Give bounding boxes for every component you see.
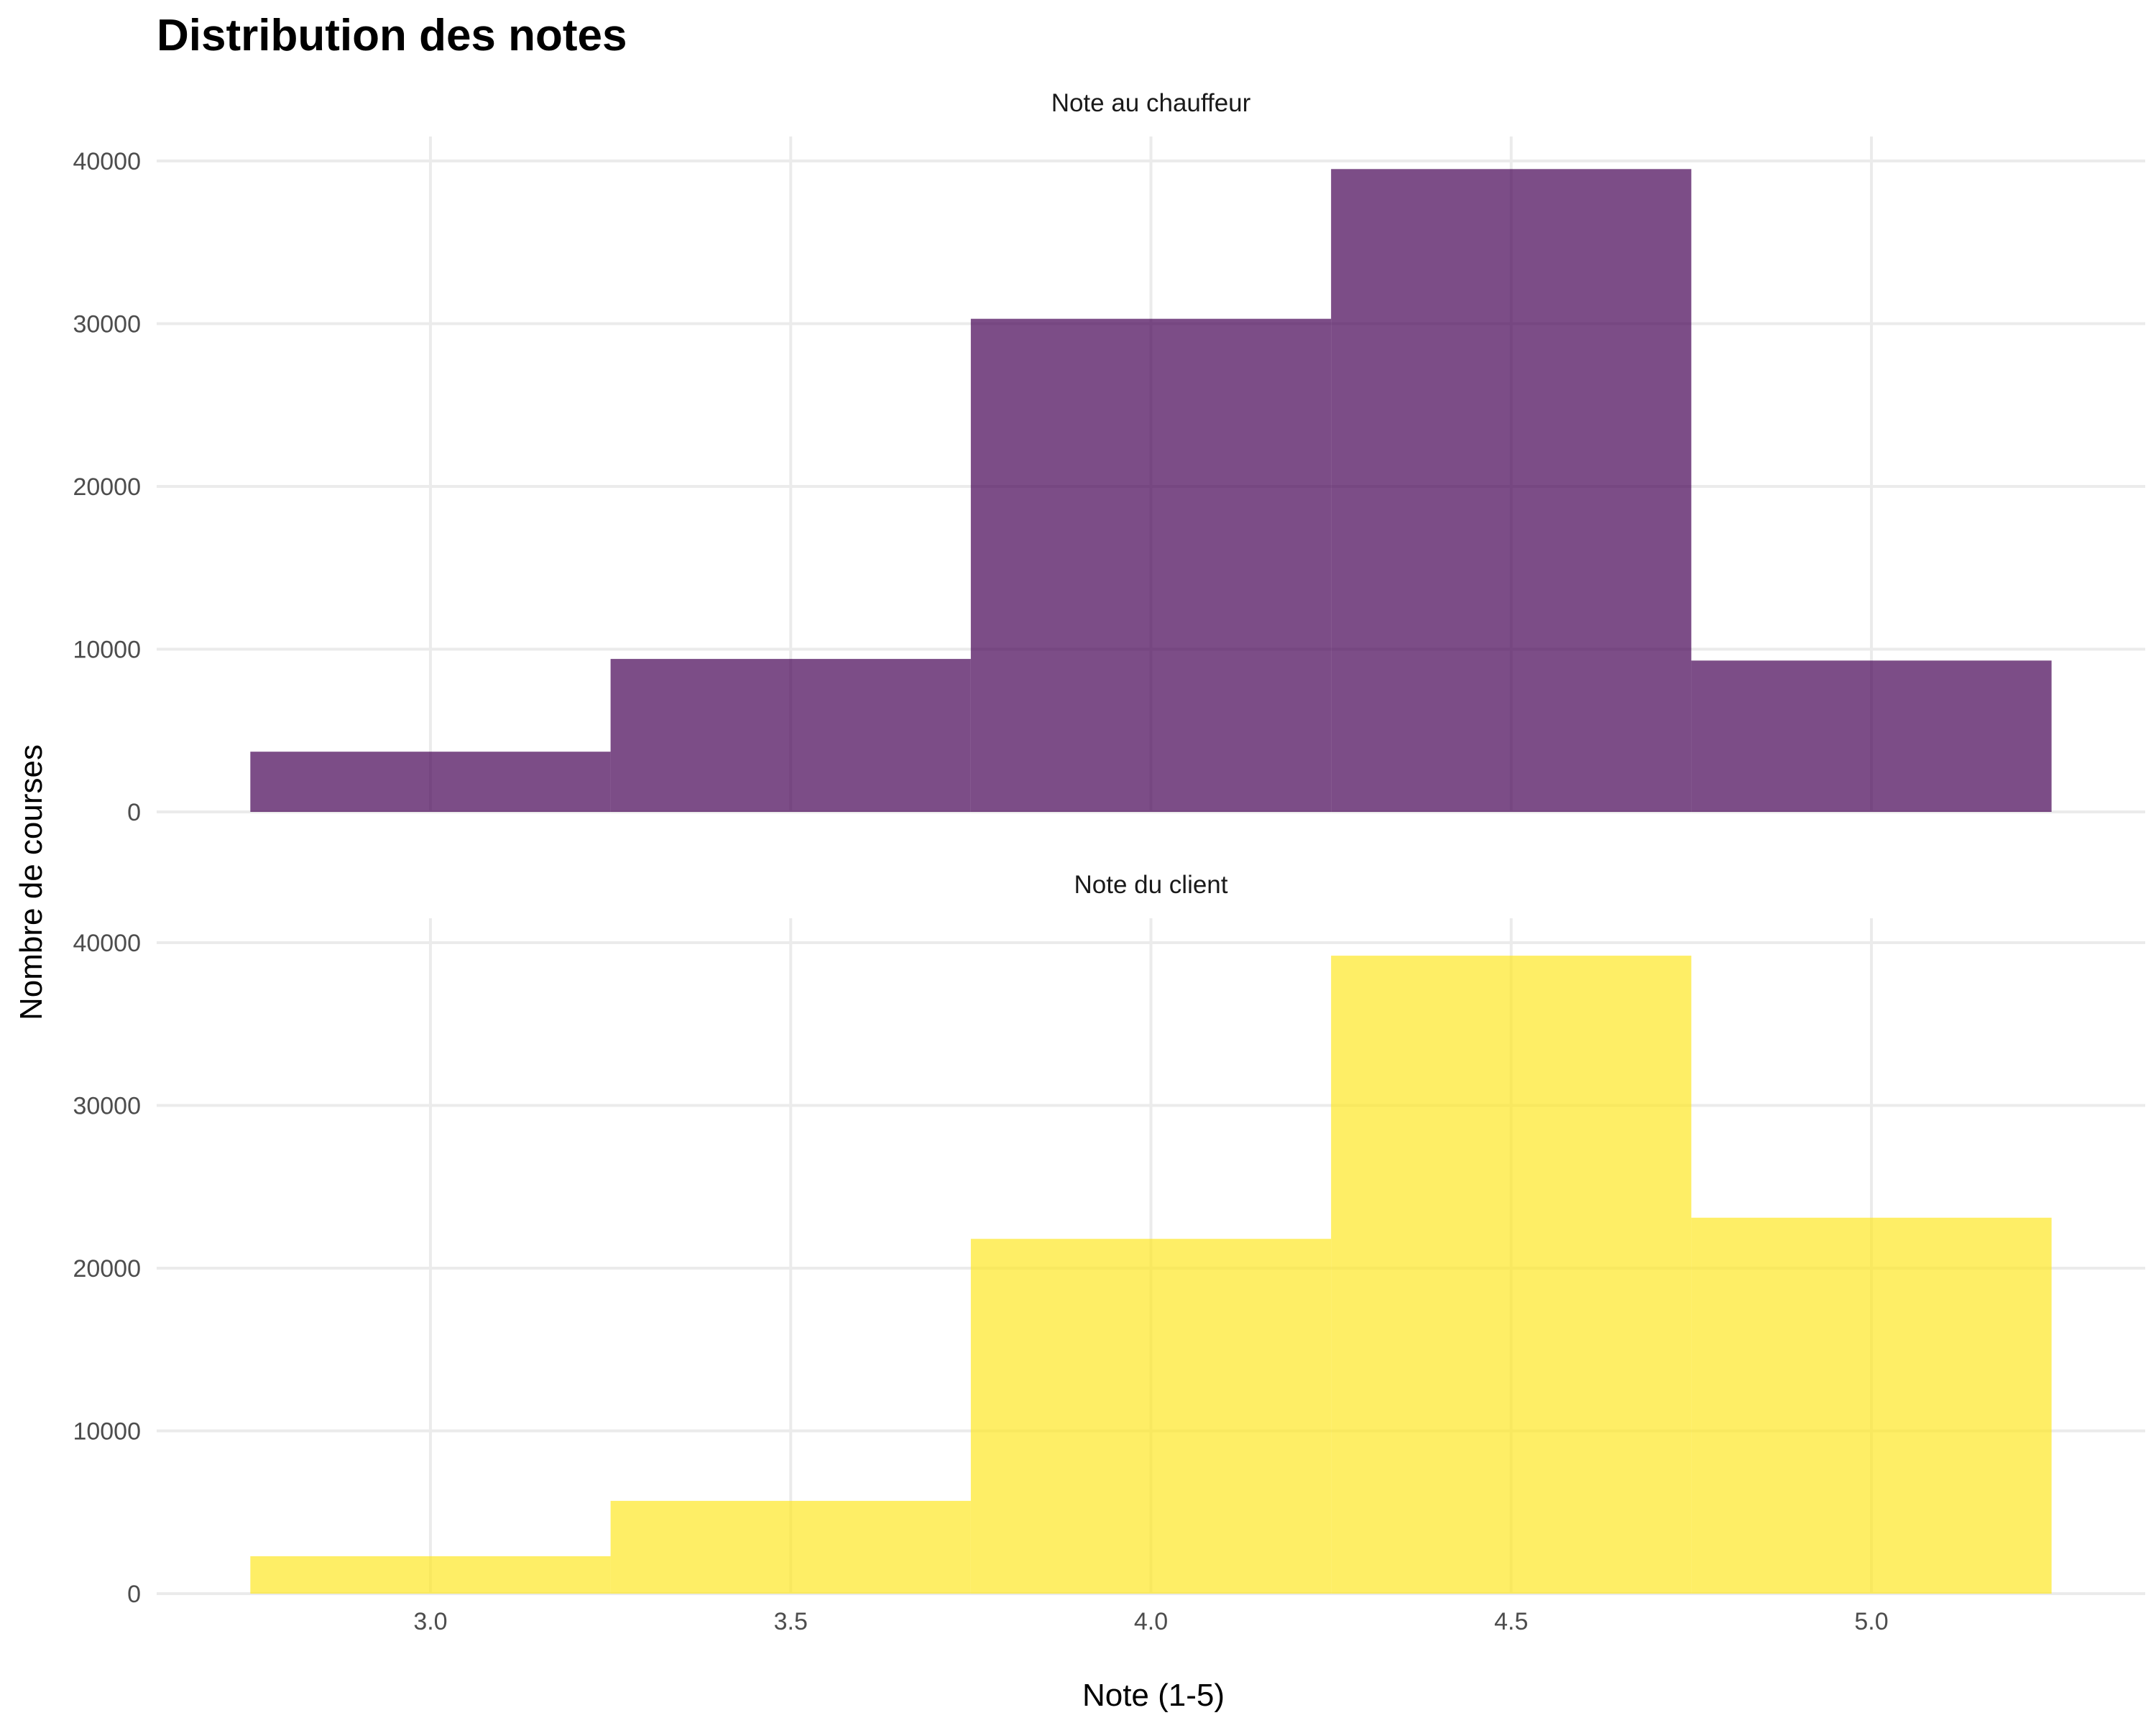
facet-strip-label: Note du client — [1074, 871, 1227, 899]
y-tick-label: 0 — [127, 1581, 141, 1608]
histogram-bar — [1691, 660, 2052, 812]
histogram-bar — [610, 659, 971, 812]
y-tick-label: 30000 — [73, 310, 141, 338]
histogram-bar — [1331, 956, 1692, 1594]
histogram-bar — [250, 752, 611, 812]
y-tick-label: 10000 — [73, 1418, 141, 1445]
y-tick-label: 30000 — [73, 1092, 141, 1119]
x-tick-label: 3.5 — [774, 1608, 808, 1635]
chart-title: Distribution des notes — [157, 11, 627, 60]
y-tick-label: 20000 — [73, 1255, 141, 1283]
histogram-bar — [1331, 169, 1692, 812]
y-tick-label: 0 — [127, 799, 141, 826]
panels-layer: Note au chauffeur010000200003000040000No… — [73, 89, 2145, 1635]
y-tick-label: 20000 — [73, 473, 141, 501]
facet-panel: Note du client 0 10000 20000 30000 40000 3.0 3.… — [73, 871, 2145, 1635]
x-tick-label: 3.0 — [413, 1608, 447, 1635]
y-tick-label: 40000 — [73, 930, 141, 957]
x-tick-label: 5.0 — [1854, 1608, 1888, 1635]
facet-panel: Note au chauffeur 0 10000 20000 30000 40000 — [73, 89, 2145, 826]
facet-strip-label: Note au chauffeur — [1051, 89, 1251, 117]
histogram-bar — [1691, 1217, 2052, 1594]
histogram-bar — [970, 318, 1332, 812]
x-tick-label: 4.0 — [1134, 1608, 1168, 1635]
y-axis-title: Nombre de courses — [14, 744, 49, 1020]
histogram-bar — [970, 1239, 1332, 1594]
x-tick-label: 4.5 — [1494, 1608, 1528, 1635]
y-tick-label: 40000 — [73, 148, 141, 175]
histogram-bar — [250, 1556, 611, 1594]
histogram-bar — [610, 1500, 971, 1594]
y-tick-label: 10000 — [73, 636, 141, 663]
x-axis-title: Note (1-5) — [1082, 1678, 1225, 1713]
